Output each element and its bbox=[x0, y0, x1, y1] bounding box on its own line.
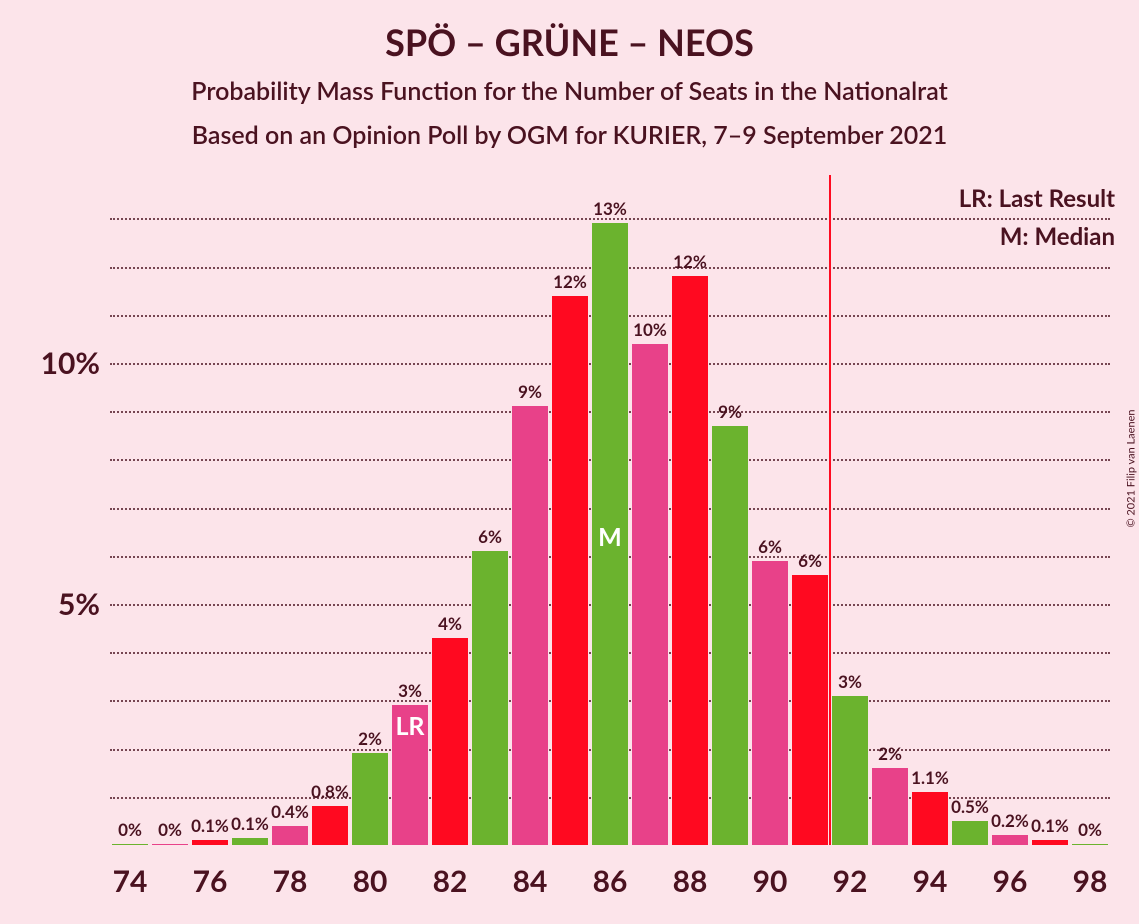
bar: 4% bbox=[432, 638, 469, 845]
bar-value-label: 0.4% bbox=[271, 801, 309, 826]
bar: 0.4% bbox=[272, 826, 309, 845]
x-tick-label: 98 bbox=[1073, 845, 1108, 899]
x-tick-label: 90 bbox=[753, 845, 788, 899]
bar: 2% bbox=[872, 768, 909, 845]
x-tick-label: 92 bbox=[833, 845, 868, 899]
bar: 1.1% bbox=[912, 792, 949, 845]
bar-value-label: 9% bbox=[718, 401, 742, 426]
bar-value-label: 2% bbox=[878, 743, 902, 768]
chart-title: SPÖ – GRÜNE – NEOS bbox=[0, 20, 1139, 64]
chart-subtitle-2: Based on an Opinion Poll by OGM for KURI… bbox=[0, 120, 1139, 150]
last-result-line bbox=[829, 175, 831, 845]
bar-value-label: 6% bbox=[478, 526, 502, 551]
x-tick-label: 82 bbox=[433, 845, 468, 899]
x-tick-label: 88 bbox=[673, 845, 708, 899]
copyright-text: © 2021 Filip van Laenen bbox=[1125, 409, 1138, 527]
bar: 0.1% bbox=[232, 838, 269, 845]
median-marker: M bbox=[598, 522, 622, 552]
bar: 0.1% bbox=[192, 840, 229, 845]
legend-median: M: Median bbox=[1000, 222, 1115, 251]
y-tick-label: 10% bbox=[41, 345, 110, 381]
bar: 10% bbox=[632, 344, 669, 845]
x-tick-label: 76 bbox=[193, 845, 228, 899]
bar-value-label: 0.1% bbox=[1031, 815, 1069, 840]
bar-value-label: 6% bbox=[758, 536, 782, 561]
bar: 9% bbox=[712, 426, 749, 845]
bar: 2% bbox=[352, 753, 389, 845]
bar-value-label: 0% bbox=[158, 819, 182, 844]
bar-value-label: 3% bbox=[398, 680, 422, 705]
bar: 13%M bbox=[592, 223, 629, 845]
bar: 3%LR bbox=[392, 705, 429, 845]
chart-container: SPÖ – GRÜNE – NEOS Probability Mass Func… bbox=[0, 0, 1139, 924]
bar: 0.8% bbox=[312, 806, 349, 845]
bar: 0% bbox=[152, 844, 189, 845]
bar-value-label: 12% bbox=[553, 271, 587, 296]
bar: 0% bbox=[112, 844, 149, 845]
bar-value-label: 2% bbox=[358, 728, 382, 753]
plot-area: 5%10%747678808284868890929496980%0%0.1%0… bbox=[110, 175, 1110, 845]
y-tick-label: 5% bbox=[58, 586, 110, 622]
bar-value-label: 12% bbox=[673, 251, 707, 276]
bar-value-label: 0% bbox=[118, 819, 142, 844]
x-tick-label: 80 bbox=[353, 845, 388, 899]
bar-value-label: 9% bbox=[518, 381, 542, 406]
bar: 12% bbox=[552, 296, 589, 845]
bar: 0.2% bbox=[992, 835, 1029, 845]
bar-value-label: 0.1% bbox=[191, 815, 229, 840]
bar: 0.1% bbox=[1032, 840, 1069, 845]
bar: 3% bbox=[832, 696, 869, 845]
bar-value-label: 13% bbox=[593, 198, 627, 223]
bar-value-label: 0.5% bbox=[951, 796, 989, 821]
bar: 9% bbox=[512, 406, 549, 845]
bar: 6% bbox=[472, 551, 509, 845]
bar: 0% bbox=[1072, 844, 1109, 845]
chart-subtitle-1: Probability Mass Function for the Number… bbox=[0, 76, 1139, 106]
x-tick-label: 86 bbox=[593, 845, 628, 899]
bar: 0.5% bbox=[952, 821, 989, 845]
x-tick-label: 74 bbox=[113, 845, 148, 899]
bar-value-label: 6% bbox=[798, 550, 822, 575]
x-tick-label: 94 bbox=[913, 845, 948, 899]
legend-last-result: LR: Last Result bbox=[959, 184, 1115, 213]
x-tick-label: 78 bbox=[273, 845, 308, 899]
x-tick-label: 96 bbox=[993, 845, 1028, 899]
bar-value-label: 3% bbox=[838, 671, 862, 696]
bar-value-label: 0.8% bbox=[311, 781, 349, 806]
bar-value-label: 1.1% bbox=[911, 767, 949, 792]
bar: 6% bbox=[792, 575, 829, 845]
bar-value-label: 0% bbox=[1078, 819, 1102, 844]
bar: 12% bbox=[672, 276, 709, 845]
last-result-marker: LR bbox=[395, 711, 424, 741]
bar-value-label: 0.1% bbox=[231, 813, 269, 838]
x-tick-label: 84 bbox=[513, 845, 548, 899]
bar: 6% bbox=[752, 561, 789, 845]
bar-value-label: 10% bbox=[633, 319, 667, 344]
bar-value-label: 4% bbox=[438, 613, 462, 638]
bar-value-label: 0.2% bbox=[991, 810, 1029, 835]
